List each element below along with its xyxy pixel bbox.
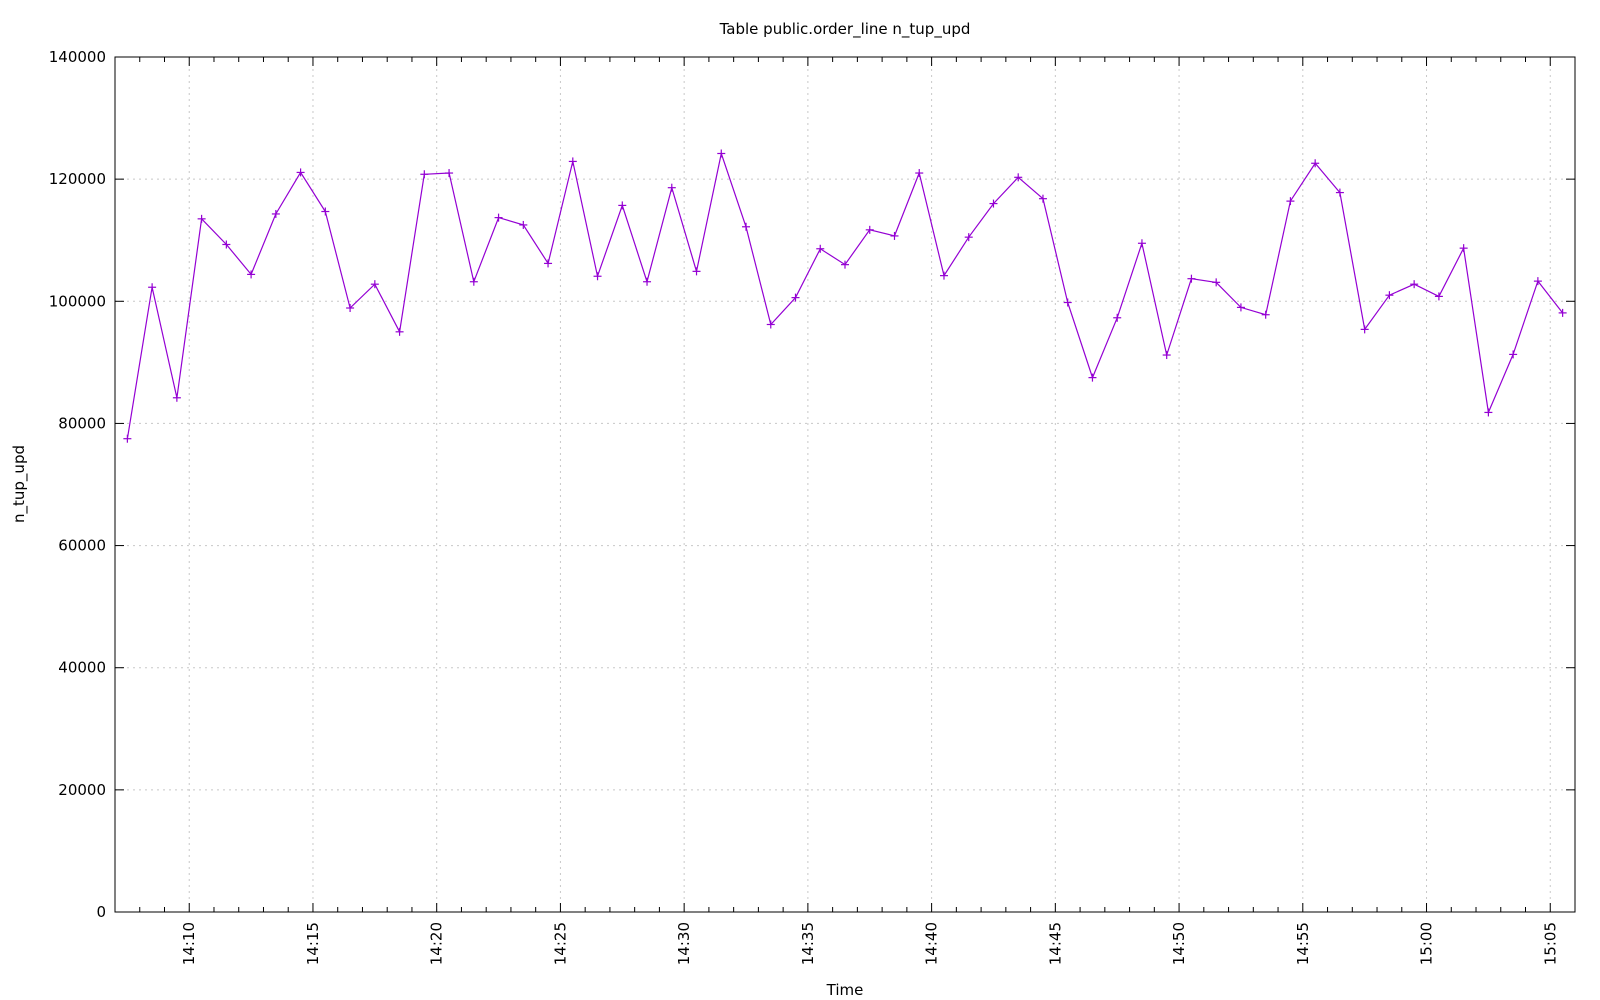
- x-tick-label: 14:40: [923, 922, 941, 965]
- data-point-marker: [766, 320, 775, 329]
- x-axis-label: Time: [826, 981, 864, 999]
- data-point-marker: [1038, 194, 1047, 203]
- data-point-marker: [271, 209, 280, 218]
- y-tick-label: 120000: [49, 170, 106, 188]
- data-point-marker: [865, 225, 874, 234]
- y-tick-label: 0: [96, 903, 106, 921]
- x-tick-label: 14:10: [180, 922, 198, 965]
- data-point-marker: [890, 231, 899, 240]
- data-point-marker: [1484, 408, 1493, 417]
- x-tick-label: 14:15: [304, 922, 322, 965]
- data-point-marker: [692, 267, 701, 276]
- data-point-marker: [1311, 159, 1320, 168]
- data-point-marker: [296, 168, 305, 177]
- data-point-marker: [469, 277, 478, 286]
- x-tick-label: 14:25: [551, 922, 569, 965]
- x-tick-label: 14:35: [799, 922, 817, 965]
- data-point-marker: [618, 201, 627, 210]
- data-point-marker: [568, 157, 577, 166]
- data-point-marker: [1459, 244, 1468, 253]
- x-tick-label: 14:55: [1294, 922, 1312, 965]
- data-point-marker: [395, 327, 404, 336]
- data-point-marker: [1162, 351, 1171, 360]
- data-point-marker: [1434, 292, 1443, 301]
- y-tick-label: 40000: [58, 659, 106, 677]
- data-point-marker: [1558, 308, 1567, 317]
- x-tick-label: 14:30: [675, 922, 693, 965]
- data-point-marker: [1187, 274, 1196, 283]
- data-point-marker: [1236, 303, 1245, 312]
- data-point-marker: [247, 270, 256, 279]
- data-point-marker: [915, 169, 924, 178]
- data-point-marker: [717, 149, 726, 158]
- data-point-marker: [1286, 197, 1295, 206]
- data-point-marker: [964, 233, 973, 242]
- data-point-marker: [1410, 280, 1419, 289]
- data-point-marker: [519, 220, 528, 229]
- data-point-marker: [370, 280, 379, 289]
- data-point-marker: [445, 169, 454, 178]
- x-tick-label: 14:45: [1046, 922, 1064, 965]
- y-tick-label: 100000: [49, 292, 106, 310]
- data-point-marker: [123, 434, 132, 443]
- data-point-marker: [667, 183, 676, 192]
- data-point-marker: [1509, 350, 1518, 359]
- data-point-marker: [593, 272, 602, 281]
- data-point-marker: [1335, 188, 1344, 197]
- data-point-marker: [1137, 239, 1146, 248]
- data-point-marker: [1063, 298, 1072, 307]
- data-point-marker: [222, 240, 231, 249]
- x-tick-label: 14:50: [1170, 922, 1188, 965]
- data-point-marker: [1014, 173, 1023, 182]
- data-point-marker: [841, 260, 849, 269]
- y-axis-label: n_tup_upd: [10, 445, 29, 523]
- data-point-marker: [172, 393, 181, 402]
- x-tick-label: 15:00: [1418, 922, 1436, 965]
- y-tick-label: 60000: [58, 537, 106, 555]
- data-point-marker: [1113, 313, 1122, 322]
- grid: [115, 57, 1575, 912]
- data-point-marker: [494, 213, 503, 222]
- plot-frame: [114, 56, 1576, 913]
- data-point-marker: [321, 207, 330, 216]
- data-point-marker: [148, 283, 157, 292]
- data-point-marker: [1261, 310, 1270, 319]
- data-point-marker: [1385, 291, 1394, 300]
- y-tick-label: 20000: [58, 781, 106, 799]
- data-point-marker: [197, 214, 206, 223]
- x-tick-label: 14:20: [428, 922, 446, 965]
- data-point-marker: [1533, 277, 1542, 286]
- data-point-marker: [791, 293, 800, 302]
- data-point-marker: [1088, 373, 1097, 382]
- series-line: [126, 151, 1564, 439]
- data-point-marker: [1360, 325, 1369, 334]
- data-point-marker: [1212, 278, 1221, 287]
- x-tick-label: 15:05: [1541, 922, 1559, 965]
- data-point-marker: [346, 304, 355, 313]
- data-point-marker: [643, 277, 652, 286]
- y-tick-label: 80000: [58, 414, 106, 432]
- data-point-marker: [742, 222, 751, 231]
- data-point-marker: [939, 271, 948, 280]
- data-point-marker: [989, 199, 998, 208]
- axis-ticks: 0 20000 40000 60000 80000 100000 120000 140000 1…: [49, 48, 1576, 965]
- data-point-marker: [816, 244, 825, 253]
- chart-title: Table public.order_line n_tup_upd: [719, 20, 971, 39]
- data-point-marker: [420, 170, 429, 179]
- series-group: [123, 149, 1567, 443]
- data-point-marker: [544, 259, 553, 268]
- y-tick-label: 140000: [49, 48, 106, 66]
